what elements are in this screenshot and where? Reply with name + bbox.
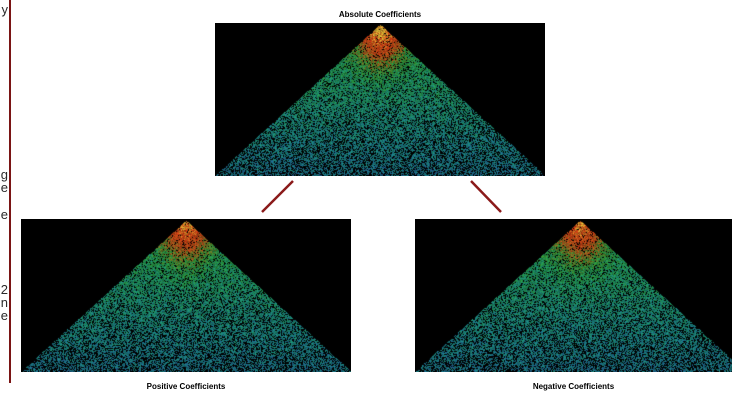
vertical-divider — [9, 0, 11, 383]
text-fragment: e — [0, 308, 8, 323]
positive-coefficients-panel — [21, 219, 351, 372]
negative-coefficients-image — [415, 219, 732, 372]
caption-absolute-coefficients: Absolute Coefficients — [338, 10, 422, 19]
caption-negative-coefficients: Negative Coefficients — [532, 382, 615, 391]
negative-coefficients-panel — [415, 219, 732, 372]
text-fragment: e — [0, 207, 8, 222]
text-fragment: 2 — [0, 282, 8, 297]
text-fragment: y — [1, 2, 9, 17]
caption-positive-coefficients: Positive Coefficients — [146, 382, 226, 391]
positive-coefficients-image — [21, 219, 351, 372]
connector-right — [470, 180, 502, 213]
connector-left — [261, 180, 294, 213]
text-fragment: e — [0, 180, 8, 195]
absolute-coefficients-image — [215, 23, 545, 176]
text-fragment: g — [0, 167, 8, 182]
text-fragment: n — [0, 295, 8, 310]
absolute-coefficients-panel — [215, 23, 545, 176]
